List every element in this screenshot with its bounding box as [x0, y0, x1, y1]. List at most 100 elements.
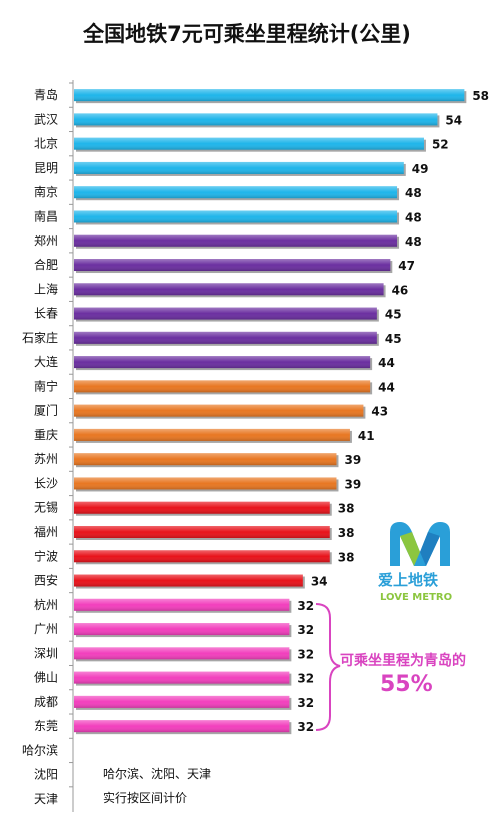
bar-shine [74, 525, 330, 538]
bar [74, 259, 393, 274]
bar [74, 186, 400, 201]
value-label: 48 [405, 235, 422, 249]
value-label: 48 [405, 186, 422, 200]
value-label: 58 [472, 89, 489, 103]
bar-shine [74, 647, 290, 660]
value-label: 45 [385, 308, 402, 322]
category-label: 大连 [34, 354, 58, 369]
bar-shine [74, 453, 337, 466]
value-label: 49 [412, 162, 429, 176]
bar-shine [74, 234, 398, 247]
bar-shine [74, 574, 303, 587]
bar [74, 453, 339, 468]
category-label: 佛山 [34, 671, 58, 685]
value-label: 32 [297, 599, 314, 613]
value-label: 32 [297, 720, 314, 734]
value-label: 45 [385, 332, 402, 346]
value-label: 41 [358, 429, 375, 443]
value-label: 54 [445, 113, 462, 127]
value-label: 39 [344, 477, 361, 491]
bar-shine [74, 671, 290, 684]
bar-shine [74, 113, 438, 126]
bar-shine [74, 307, 377, 320]
value-label: 43 [371, 405, 388, 419]
love-metro-logo [390, 522, 450, 566]
category-labels: 青岛武汉北京昆明南京南昌郑州合肥上海长春石家庄大连南宁厦门重庆苏州长沙无锡福州宁… [22, 87, 58, 806]
bar-shine [74, 598, 290, 611]
bar [74, 404, 366, 419]
category-label: 无锡 [34, 500, 58, 515]
bar-shine [74, 356, 371, 369]
category-label: 西安 [34, 573, 58, 588]
bar-shine [74, 428, 350, 441]
bar [74, 647, 292, 662]
value-label: 32 [297, 696, 314, 710]
pricing-note: 哈尔滨、沈阳、天津 实行按区间计价 [103, 762, 211, 810]
category-label: 天津 [34, 792, 58, 806]
bar [74, 89, 467, 104]
bar [74, 428, 352, 443]
bar [74, 477, 339, 492]
bar [74, 283, 386, 298]
bar [74, 356, 373, 371]
category-label: 长沙 [34, 476, 58, 490]
bar [74, 331, 379, 346]
value-label: 38 [338, 502, 355, 516]
bar-shine [74, 283, 384, 296]
value-label: 47 [398, 259, 415, 273]
bar [74, 137, 426, 152]
callout-percent: 55% [380, 672, 433, 697]
bar [74, 525, 332, 540]
bar [74, 695, 292, 710]
category-label: 苏州 [34, 452, 58, 466]
bar [74, 574, 305, 589]
category-label: 郑州 [34, 233, 58, 248]
bar-shine [74, 210, 398, 223]
category-label: 哈尔滨 [22, 742, 58, 757]
bar [74, 380, 373, 395]
category-label: 南京 [34, 184, 58, 199]
bar-shine [74, 550, 330, 563]
category-label: 北京 [34, 137, 58, 151]
category-label: 重庆 [34, 428, 58, 442]
value-label: 46 [392, 283, 409, 297]
category-label: 合肥 [34, 257, 58, 272]
category-label: 武汉 [34, 112, 58, 126]
category-label: 石家庄 [22, 330, 58, 345]
note-line-1: 哈尔滨、沈阳、天津 [103, 767, 212, 781]
chart-title: 全国地铁7元可乘坐里程统计(公里) [83, 22, 411, 46]
logo-subtext: LOVE METRO [380, 592, 453, 603]
value-label: 32 [297, 672, 314, 686]
value-label: 32 [297, 623, 314, 637]
bar-shine [74, 331, 377, 344]
value-label: 34 [311, 575, 328, 589]
category-label: 长春 [34, 307, 58, 321]
value-label: 39 [344, 453, 361, 467]
bar [74, 550, 332, 565]
category-label: 杭州 [34, 597, 58, 612]
category-label: 昆明 [34, 161, 58, 175]
category-label: 沈阳 [34, 767, 58, 782]
value-label: 38 [338, 550, 355, 564]
bar [74, 720, 292, 735]
category-label: 上海 [34, 281, 58, 296]
bar [74, 671, 292, 686]
value-label: 38 [338, 526, 355, 540]
value-label: 32 [297, 647, 314, 661]
category-label: 厦门 [34, 403, 58, 418]
category-label: 东莞 [34, 719, 58, 733]
value-label: 44 [378, 380, 395, 394]
bar [74, 210, 400, 225]
note-line-2: 实行按区间计价 [103, 791, 188, 805]
logo-text: 爱上地铁 [378, 571, 439, 589]
callout-brace [315, 603, 341, 731]
value-label: 52 [432, 138, 449, 152]
category-label: 宁波 [34, 548, 58, 563]
category-label: 成都 [34, 695, 58, 709]
bar [74, 161, 406, 176]
bars-layer [74, 89, 467, 735]
bar-shine [74, 259, 391, 272]
